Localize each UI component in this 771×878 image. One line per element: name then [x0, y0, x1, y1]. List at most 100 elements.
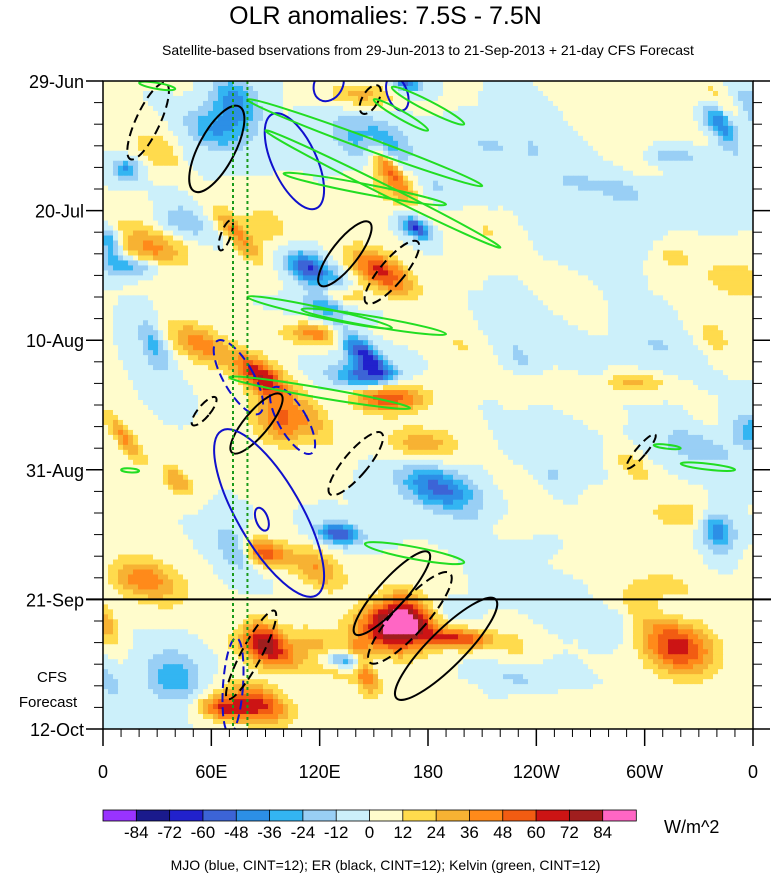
heatmap-cell: [333, 115, 339, 122]
heatmap-cell: [673, 265, 679, 272]
heatmap-cell: [378, 140, 384, 147]
heatmap-cell: [498, 230, 504, 237]
heatmap-cell: [623, 95, 629, 102]
heatmap-cell: [503, 190, 509, 197]
heatmap-cell: [738, 135, 744, 142]
heatmap-cell: [258, 100, 264, 107]
heatmap-cell: [373, 110, 379, 117]
heatmap-cell: [293, 165, 299, 172]
heatmap-cell: [618, 81, 624, 87]
heatmap-cell: [743, 215, 749, 222]
heatmap-cell: [388, 125, 394, 132]
heatmap-cell: [478, 185, 484, 192]
heatmap-cell: [623, 110, 629, 117]
heatmap-cell: [103, 170, 109, 177]
heatmap-cell: [428, 260, 434, 267]
heatmap-cell: [738, 105, 744, 112]
heatmap-cell: [683, 85, 689, 92]
heatmap-cell: [308, 115, 314, 122]
heatmap-cell: [138, 250, 144, 257]
heatmap-cell: [128, 195, 134, 202]
heatmap-cell: [238, 210, 244, 217]
heatmap-cell: [258, 81, 264, 87]
heatmap-cell: [278, 120, 284, 127]
heatmap-cell: [308, 230, 314, 237]
heatmap-cell: [163, 105, 169, 112]
heatmap-cell: [548, 100, 554, 107]
heatmap-cell: [108, 205, 114, 212]
heatmap-cell: [513, 245, 519, 252]
heatmap-cell: [608, 190, 614, 197]
heatmap-cell: [533, 130, 539, 137]
heatmap-cell: [208, 90, 214, 97]
heatmap-cell: [138, 245, 144, 252]
heatmap-cell: [233, 81, 239, 87]
heatmap-cell: [413, 165, 419, 172]
heatmap-cell: [423, 125, 429, 132]
heatmap-cell: [273, 255, 279, 262]
heatmap-cell: [143, 155, 149, 162]
heatmap-cell: [523, 110, 529, 117]
heatmap-cell: [248, 115, 254, 122]
heatmap-cell: [268, 250, 274, 257]
heatmap-cell: [513, 81, 519, 87]
heatmap-cell: [428, 230, 434, 237]
heatmap-cell: [103, 100, 109, 107]
heatmap-cell: [613, 265, 619, 272]
heatmap-cell: [218, 185, 224, 192]
heatmap-cell: [193, 210, 199, 217]
heatmap-cell: [738, 150, 744, 157]
heatmap-cell: [673, 240, 679, 247]
heatmap-cell: [733, 145, 739, 152]
heatmap-cell: [738, 260, 744, 267]
heatmap-cell: [598, 235, 604, 242]
heatmap-cell: [573, 230, 579, 237]
heatmap-cell: [188, 120, 194, 127]
heatmap-cell: [333, 150, 339, 157]
heatmap-cell: [433, 230, 439, 237]
heatmap-cell: [588, 215, 594, 222]
heatmap-cell: [108, 210, 114, 217]
heatmap-cell: [373, 81, 379, 87]
heatmap-cell: [198, 120, 204, 127]
heatmap-cell: [648, 245, 654, 252]
heatmap-cell: [728, 95, 734, 102]
heatmap-cell: [388, 170, 394, 177]
heatmap-cell: [233, 270, 239, 276]
heatmap-cell: [543, 110, 549, 117]
heatmap-cell: [158, 140, 164, 147]
heatmap-cell: [593, 245, 599, 252]
heatmap-cell: [153, 140, 159, 147]
heatmap-cell: [628, 170, 634, 177]
heatmap-cell: [693, 185, 699, 192]
heatmap-cell: [103, 235, 109, 242]
heatmap-cell: [498, 145, 504, 152]
heatmap-cell: [198, 115, 204, 122]
heatmap-cell: [483, 265, 489, 272]
heatmap-cell: [698, 195, 704, 202]
heatmap-cell: [588, 255, 594, 262]
heatmap-cell: [623, 230, 629, 237]
heatmap-cell: [463, 115, 469, 122]
heatmap-cell: [728, 85, 734, 92]
heatmap-cell: [288, 230, 294, 237]
heatmap-cell: [503, 180, 509, 187]
heatmap-cell: [293, 185, 299, 192]
heatmap-cell: [728, 225, 734, 232]
heatmap-cell: [418, 180, 424, 187]
heatmap-cell: [193, 125, 199, 132]
heatmap-cell: [683, 190, 689, 197]
heatmap-cell: [138, 100, 144, 107]
heatmap-cell: [283, 190, 289, 197]
heatmap-cell: [273, 90, 279, 97]
heatmap-cell: [453, 95, 459, 102]
heatmap-cell: [208, 270, 214, 276]
heatmap-cell: [703, 175, 709, 182]
heatmap-cell: [118, 100, 124, 107]
heatmap-cell: [683, 250, 689, 257]
heatmap-cell: [688, 150, 694, 157]
heatmap-cell: [268, 270, 274, 276]
heatmap-cell: [608, 100, 614, 107]
heatmap-cell: [163, 145, 169, 152]
heatmap-cell: [468, 165, 474, 172]
